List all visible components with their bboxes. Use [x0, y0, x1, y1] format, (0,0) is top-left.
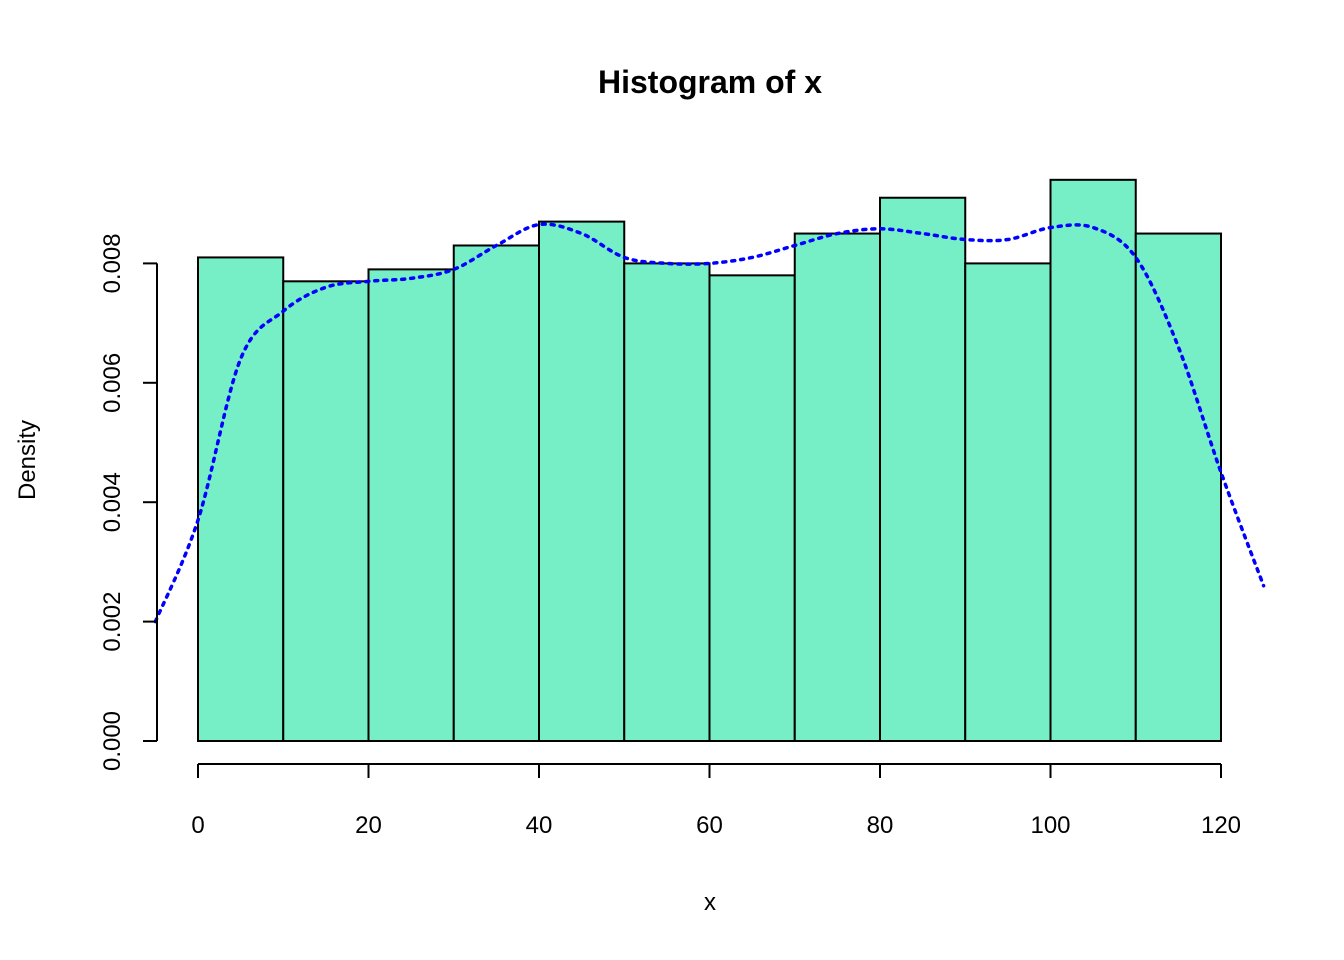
x-tick-label: 60 — [696, 812, 723, 839]
histogram-bar — [623, 262, 711, 742]
density-curve-group — [153, 222, 1266, 624]
x-tick-label: 20 — [355, 812, 382, 839]
y-tick-label: 0.002 — [99, 592, 126, 652]
x-tick-label: 0 — [191, 812, 204, 839]
histogram-bar — [793, 232, 881, 743]
x-tick-label: 40 — [526, 812, 553, 839]
histogram-bar — [452, 244, 540, 743]
x-axis-label: x — [704, 889, 716, 916]
density-curve — [153, 222, 1266, 624]
histogram-bar — [282, 280, 370, 742]
y-axis-label: Density — [14, 420, 41, 500]
x-tick-label: 80 — [867, 812, 894, 839]
y-tick-label: 0.000 — [99, 711, 126, 771]
histogram-bar — [879, 196, 967, 743]
x-tick-label: 120 — [1201, 812, 1241, 839]
histogram-bar — [1134, 232, 1222, 743]
histogram-bar — [367, 268, 455, 742]
histogram-bar — [1049, 178, 1137, 742]
histogram-bar — [708, 274, 796, 742]
x-tick-label: 100 — [1030, 812, 1070, 839]
histogram-bars — [197, 178, 1222, 743]
histogram-bar — [964, 262, 1052, 742]
y-tick-label: 0.006 — [99, 353, 126, 413]
histogram-bar — [538, 220, 626, 743]
y-axis: 0.000 0.002 0.004 0.006 0.008 — [99, 233, 158, 771]
chart-title: Histogram of x — [598, 64, 822, 100]
histogram-bar — [197, 256, 285, 742]
y-tick-label: 0.008 — [99, 233, 126, 293]
y-tick-label: 0.004 — [99, 472, 126, 532]
x-axis: 0 20 40 60 80 100 120 — [191, 763, 1241, 839]
